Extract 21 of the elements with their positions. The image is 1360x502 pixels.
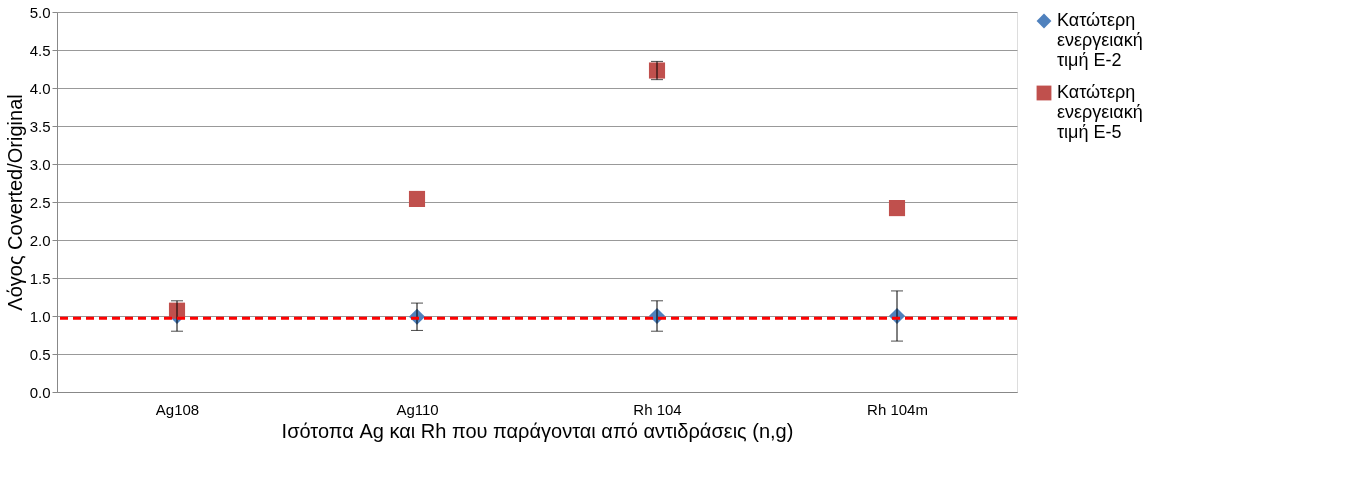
- legend-label: Κατώτερη ενεργειακή τιμή E-2: [1057, 10, 1143, 70]
- y-tick-label: 4.5: [29, 41, 51, 59]
- y-tick-label: 5.0: [29, 3, 51, 21]
- y-tick-label: 4.0: [29, 79, 51, 97]
- y-tick-label: 2.5: [29, 193, 51, 211]
- y-tick-label: 3.0: [29, 155, 51, 173]
- y-tick-label: 1.5: [29, 269, 51, 287]
- y-tick-label: 0.5: [29, 345, 51, 363]
- legend-label: Κατώτερη ενεργειακή τιμή E-5: [1057, 82, 1143, 142]
- point: [888, 200, 906, 217]
- x-tick-label: Ag108: [155, 400, 200, 418]
- y-axis-title: Λόγος Coverted/Original: [3, 94, 26, 311]
- y-tick-label: 1.0: [29, 307, 51, 325]
- y-tick-label: 2.0: [29, 231, 51, 249]
- x-tick-label: Rh 104m: [867, 400, 928, 418]
- y-tick-label: 3.5: [29, 117, 51, 135]
- x-axis-title: Ισότοπα Ag και Rh που παράγονται από αντιδράσεις (n,g): [281, 419, 794, 442]
- point: [408, 190, 426, 208]
- x-tick-label: Ag110: [396, 400, 439, 418]
- x-tick-label: Rh 104: [633, 400, 682, 418]
- y-tick-label: 0.0: [29, 383, 51, 401]
